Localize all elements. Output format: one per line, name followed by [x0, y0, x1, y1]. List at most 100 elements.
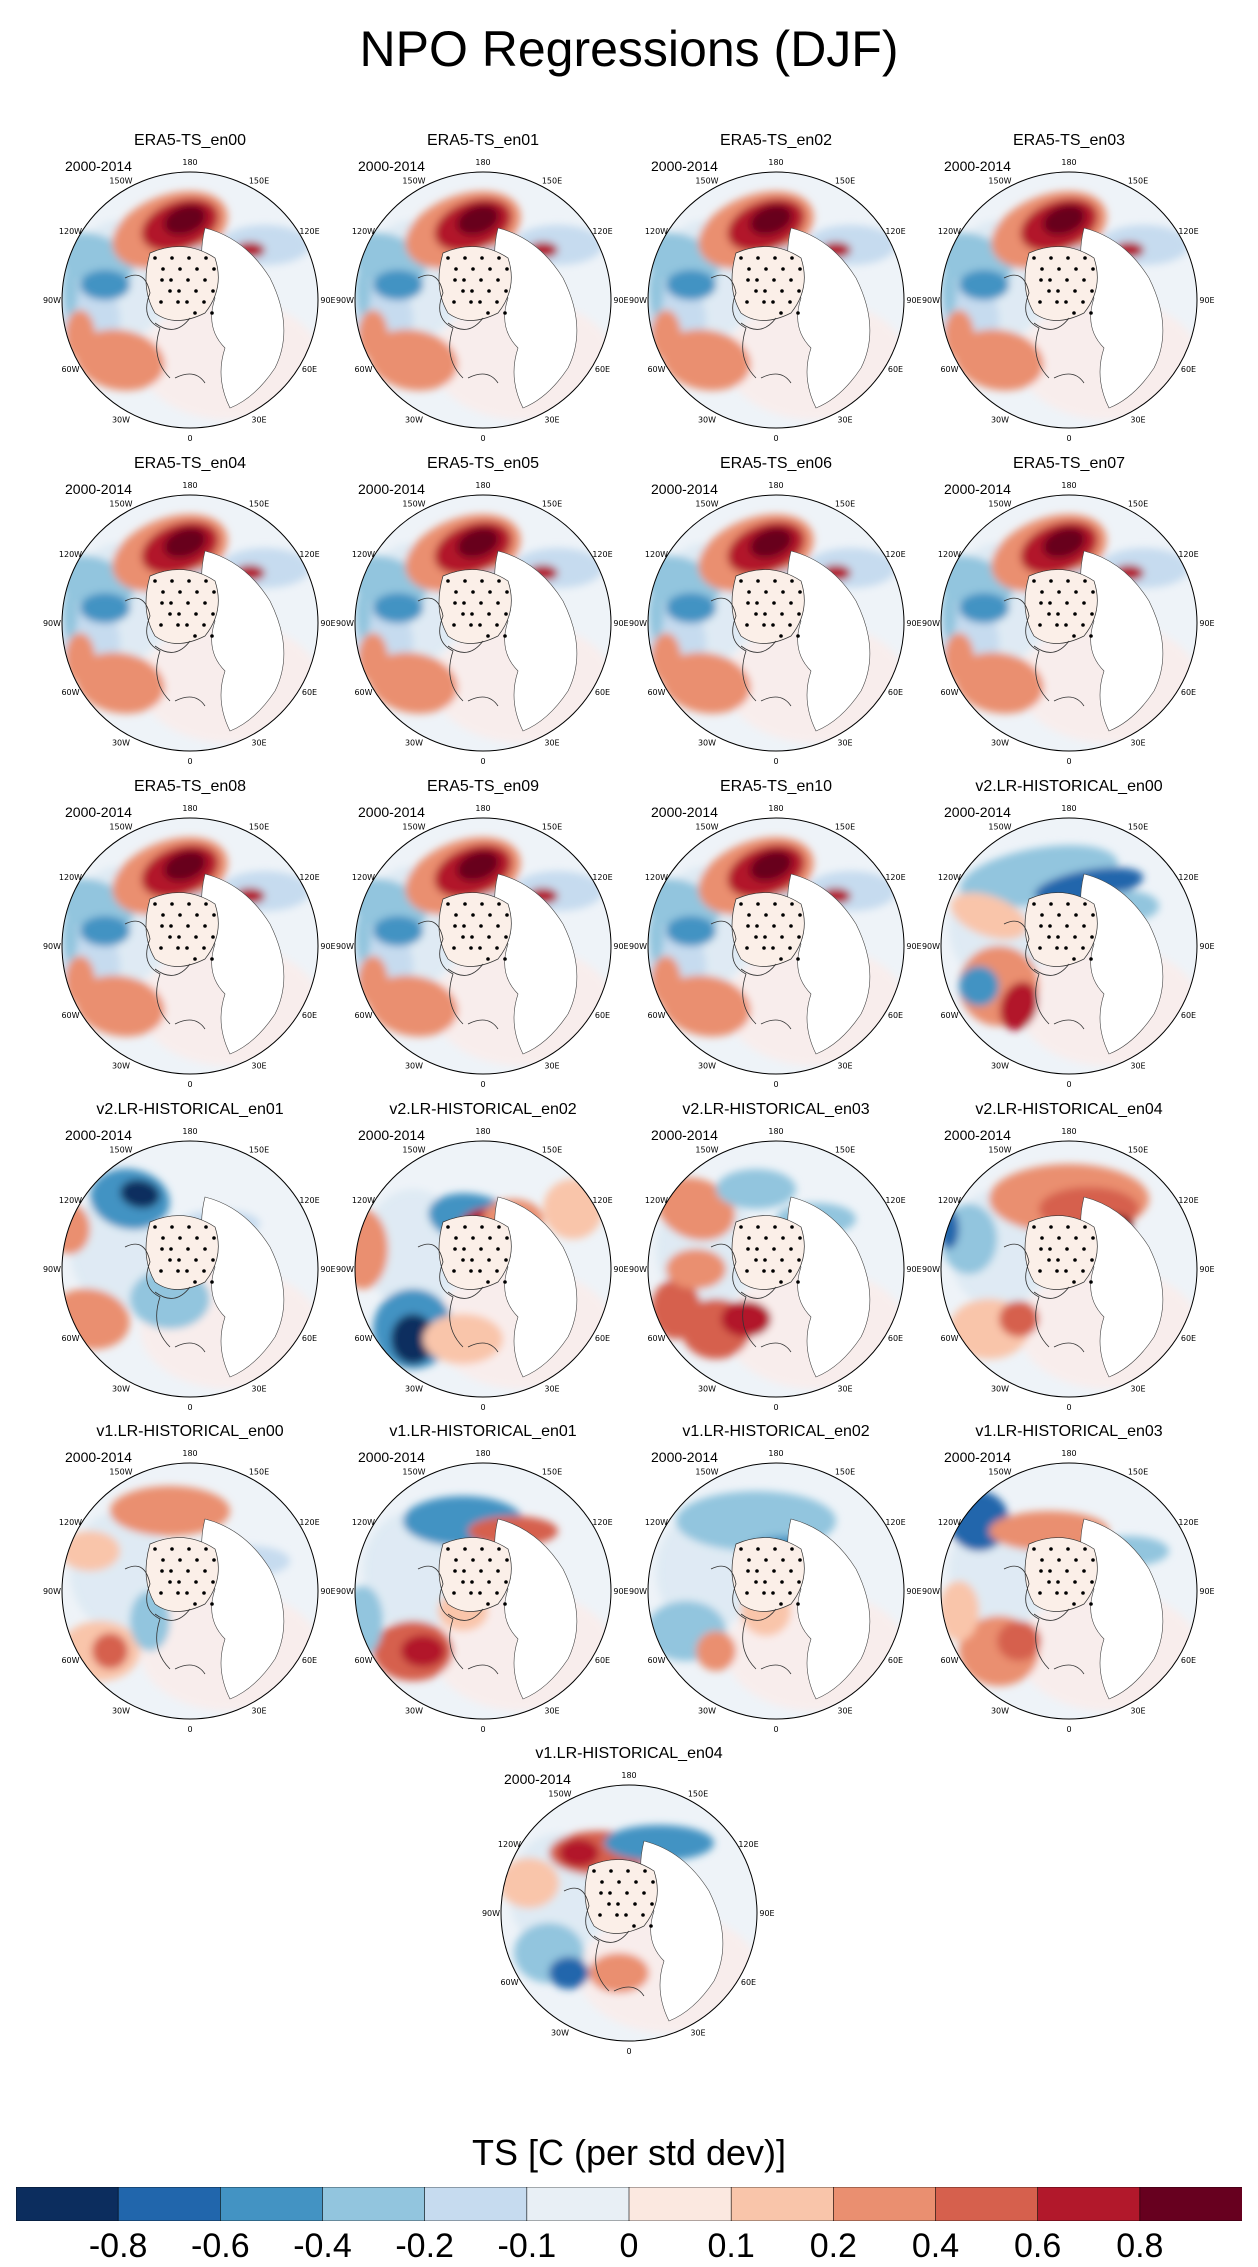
longitude-label: 30E — [837, 1385, 852, 1394]
longitude-label: 30E — [1130, 1385, 1145, 1394]
longitude-label: 60W — [61, 1011, 79, 1020]
longitude-label: 0 — [1066, 757, 1071, 766]
longitude-label: 120W — [352, 1518, 375, 1527]
longitude-label: 60W — [61, 1334, 79, 1343]
longitude-label: 150E — [542, 823, 562, 832]
colorbar-tick-label: 0.4 — [911, 2227, 960, 2265]
map-panel: v1.LR-HISTORICAL_en03 2000-2014 180 150E 120… — [922, 1419, 1215, 1734]
longitude-label: 180 — [475, 1449, 490, 1458]
longitude-label: 30E — [1130, 416, 1145, 425]
longitude-label: 120W — [645, 550, 668, 559]
longitude-label: 60E — [595, 688, 610, 697]
longitude-label: 120W — [59, 1196, 82, 1205]
longitude-label: 90E — [320, 1265, 335, 1274]
panel-period: 2000-2014 — [358, 481, 425, 497]
longitude-label: 180 — [182, 481, 197, 490]
longitude-label: 0 — [480, 1080, 485, 1089]
polar-map: 180 150E 120E 90E 60E 30E 0 30W 60W 90W 120W 150W — [43, 804, 336, 1089]
longitude-label: 150E — [835, 500, 855, 509]
longitude-label: 150E — [249, 1146, 269, 1155]
longitude-label: 150W — [109, 1146, 132, 1155]
longitude-label: 150E — [249, 1468, 269, 1477]
longitude-label: 90W — [336, 1265, 354, 1274]
longitude-label: 60W — [647, 1334, 665, 1343]
colorbar-swatch — [1139, 2186, 1243, 2222]
longitude-label: 90W — [43, 942, 61, 951]
longitude-label: 60E — [741, 1978, 756, 1987]
longitude-label: 60W — [500, 1978, 518, 1987]
longitude-label: 120W — [645, 873, 668, 882]
longitude-label: 60E — [302, 1334, 317, 1343]
longitude-label: 60E — [888, 365, 903, 374]
longitude-label: 90W — [43, 619, 61, 628]
map-panel: ERA5-TS_en06 2000-2014 180 150E 120E 90E 60E 30… — [629, 451, 922, 766]
longitude-label: 180 — [1061, 1127, 1076, 1136]
longitude-label: 180 — [1061, 158, 1076, 167]
longitude-label: 0 — [1066, 1725, 1071, 1734]
colorbar-swatch — [117, 2186, 222, 2222]
colorbar — [15, 2186, 1243, 2222]
longitude-label: 180 — [182, 1449, 197, 1458]
longitude-label: 30E — [544, 1062, 559, 1071]
longitude-label: 150W — [695, 1146, 718, 1155]
map-panel: ERA5-TS_en08 2000-2014 180 150E 120E 90E 60E 30… — [43, 774, 336, 1089]
map-panel: v2.LR-HISTORICAL_en00 2000-2014 180 150E 120… — [922, 774, 1215, 1089]
longitude-label: 150W — [988, 177, 1011, 186]
map-panel: v1.LR-HISTORICAL_en00 2000-2014 180 150E 120… — [43, 1419, 336, 1734]
longitude-label: 150E — [249, 823, 269, 832]
longitude-label: 60W — [354, 1011, 372, 1020]
longitude-label: 30E — [1130, 1707, 1145, 1716]
longitude-label: 60W — [647, 1656, 665, 1665]
longitude-label: 90E — [613, 619, 628, 628]
polar-map: 180 150E 120E 90E 60E 30E 0 30W 60W 90W 120W 150W — [43, 481, 336, 766]
longitude-label: 90E — [613, 296, 628, 305]
longitude-label: 90W — [336, 619, 354, 628]
longitude-label: 90E — [320, 942, 335, 951]
colorbar-swatch — [833, 2186, 937, 2222]
longitude-label: 0 — [626, 2047, 631, 2056]
map-panel: v2.LR-HISTORICAL_en03 2000-2014 180 150E 120… — [629, 1097, 922, 1412]
longitude-label: 60W — [61, 1656, 79, 1665]
map-panel: ERA5-TS_en00 2000-2014 180 150E 120E 90E 60E 30… — [43, 128, 336, 443]
panel-title: v1.LR-HISTORICAL_en01 — [389, 1423, 577, 1440]
longitude-label: 30W — [405, 739, 423, 748]
longitude-label: 180 — [475, 1127, 490, 1136]
longitude-label: 180 — [1061, 481, 1076, 490]
polar-map: 180 150E 120E 90E 60E 30E 0 30W 60W 90W 120W 150W — [43, 158, 336, 443]
panel-title: ERA5-TS_en01 — [426, 132, 540, 149]
figure-title: NPO Regressions (DJF) — [359, 21, 899, 77]
longitude-label: 30W — [112, 739, 130, 748]
longitude-label: 30W — [991, 1385, 1009, 1394]
longitude-label: 150E — [249, 177, 269, 186]
longitude-label: 120W — [938, 873, 961, 882]
longitude-label: 0 — [773, 1080, 778, 1089]
panel-period: 2000-2014 — [944, 804, 1011, 820]
longitude-label: 30E — [251, 1062, 266, 1071]
longitude-label: 180 — [768, 804, 783, 813]
longitude-label: 30E — [837, 1707, 852, 1716]
longitude-label: 120W — [938, 227, 961, 236]
longitude-label: 60W — [940, 688, 958, 697]
longitude-label: 120E — [1178, 227, 1198, 236]
panel-title: ERA5-TS_en06 — [719, 455, 833, 472]
polar-map: 180 150E 120E 90E 60E 30E 0 30W 60W 90W 120W 150W — [922, 158, 1215, 443]
longitude-label: 120E — [885, 550, 905, 559]
panel-title: v2.LR-HISTORICAL_en01 — [96, 1101, 284, 1118]
longitude-label: 60W — [647, 365, 665, 374]
longitude-label: 120E — [1178, 1196, 1198, 1205]
longitude-label: 30E — [837, 1062, 852, 1071]
polar-map: 180 150E 120E 90E 60E 30E 0 30W 60W 90W 120W 150W — [336, 804, 629, 1089]
longitude-label: 150W — [695, 1468, 718, 1477]
longitude-label: 120W — [59, 550, 82, 559]
longitude-label: 150W — [402, 1468, 425, 1477]
colorbar-tick-label: 0.8 — [1116, 2227, 1164, 2265]
longitude-label: 180 — [182, 158, 197, 167]
longitude-label: 120E — [885, 1196, 905, 1205]
polar-map: 180 150E 120E 90E 60E 30E 0 30W 60W 90W 120W 150W — [336, 1449, 629, 1734]
panel-period: 2000-2014 — [944, 1449, 1011, 1465]
longitude-label: 30W — [405, 1707, 423, 1716]
panel-title: v1.LR-HISTORICAL_en04 — [535, 1745, 723, 1762]
longitude-label: 150E — [542, 1468, 562, 1477]
longitude-label: 90W — [336, 942, 354, 951]
longitude-label: 30W — [405, 1385, 423, 1394]
